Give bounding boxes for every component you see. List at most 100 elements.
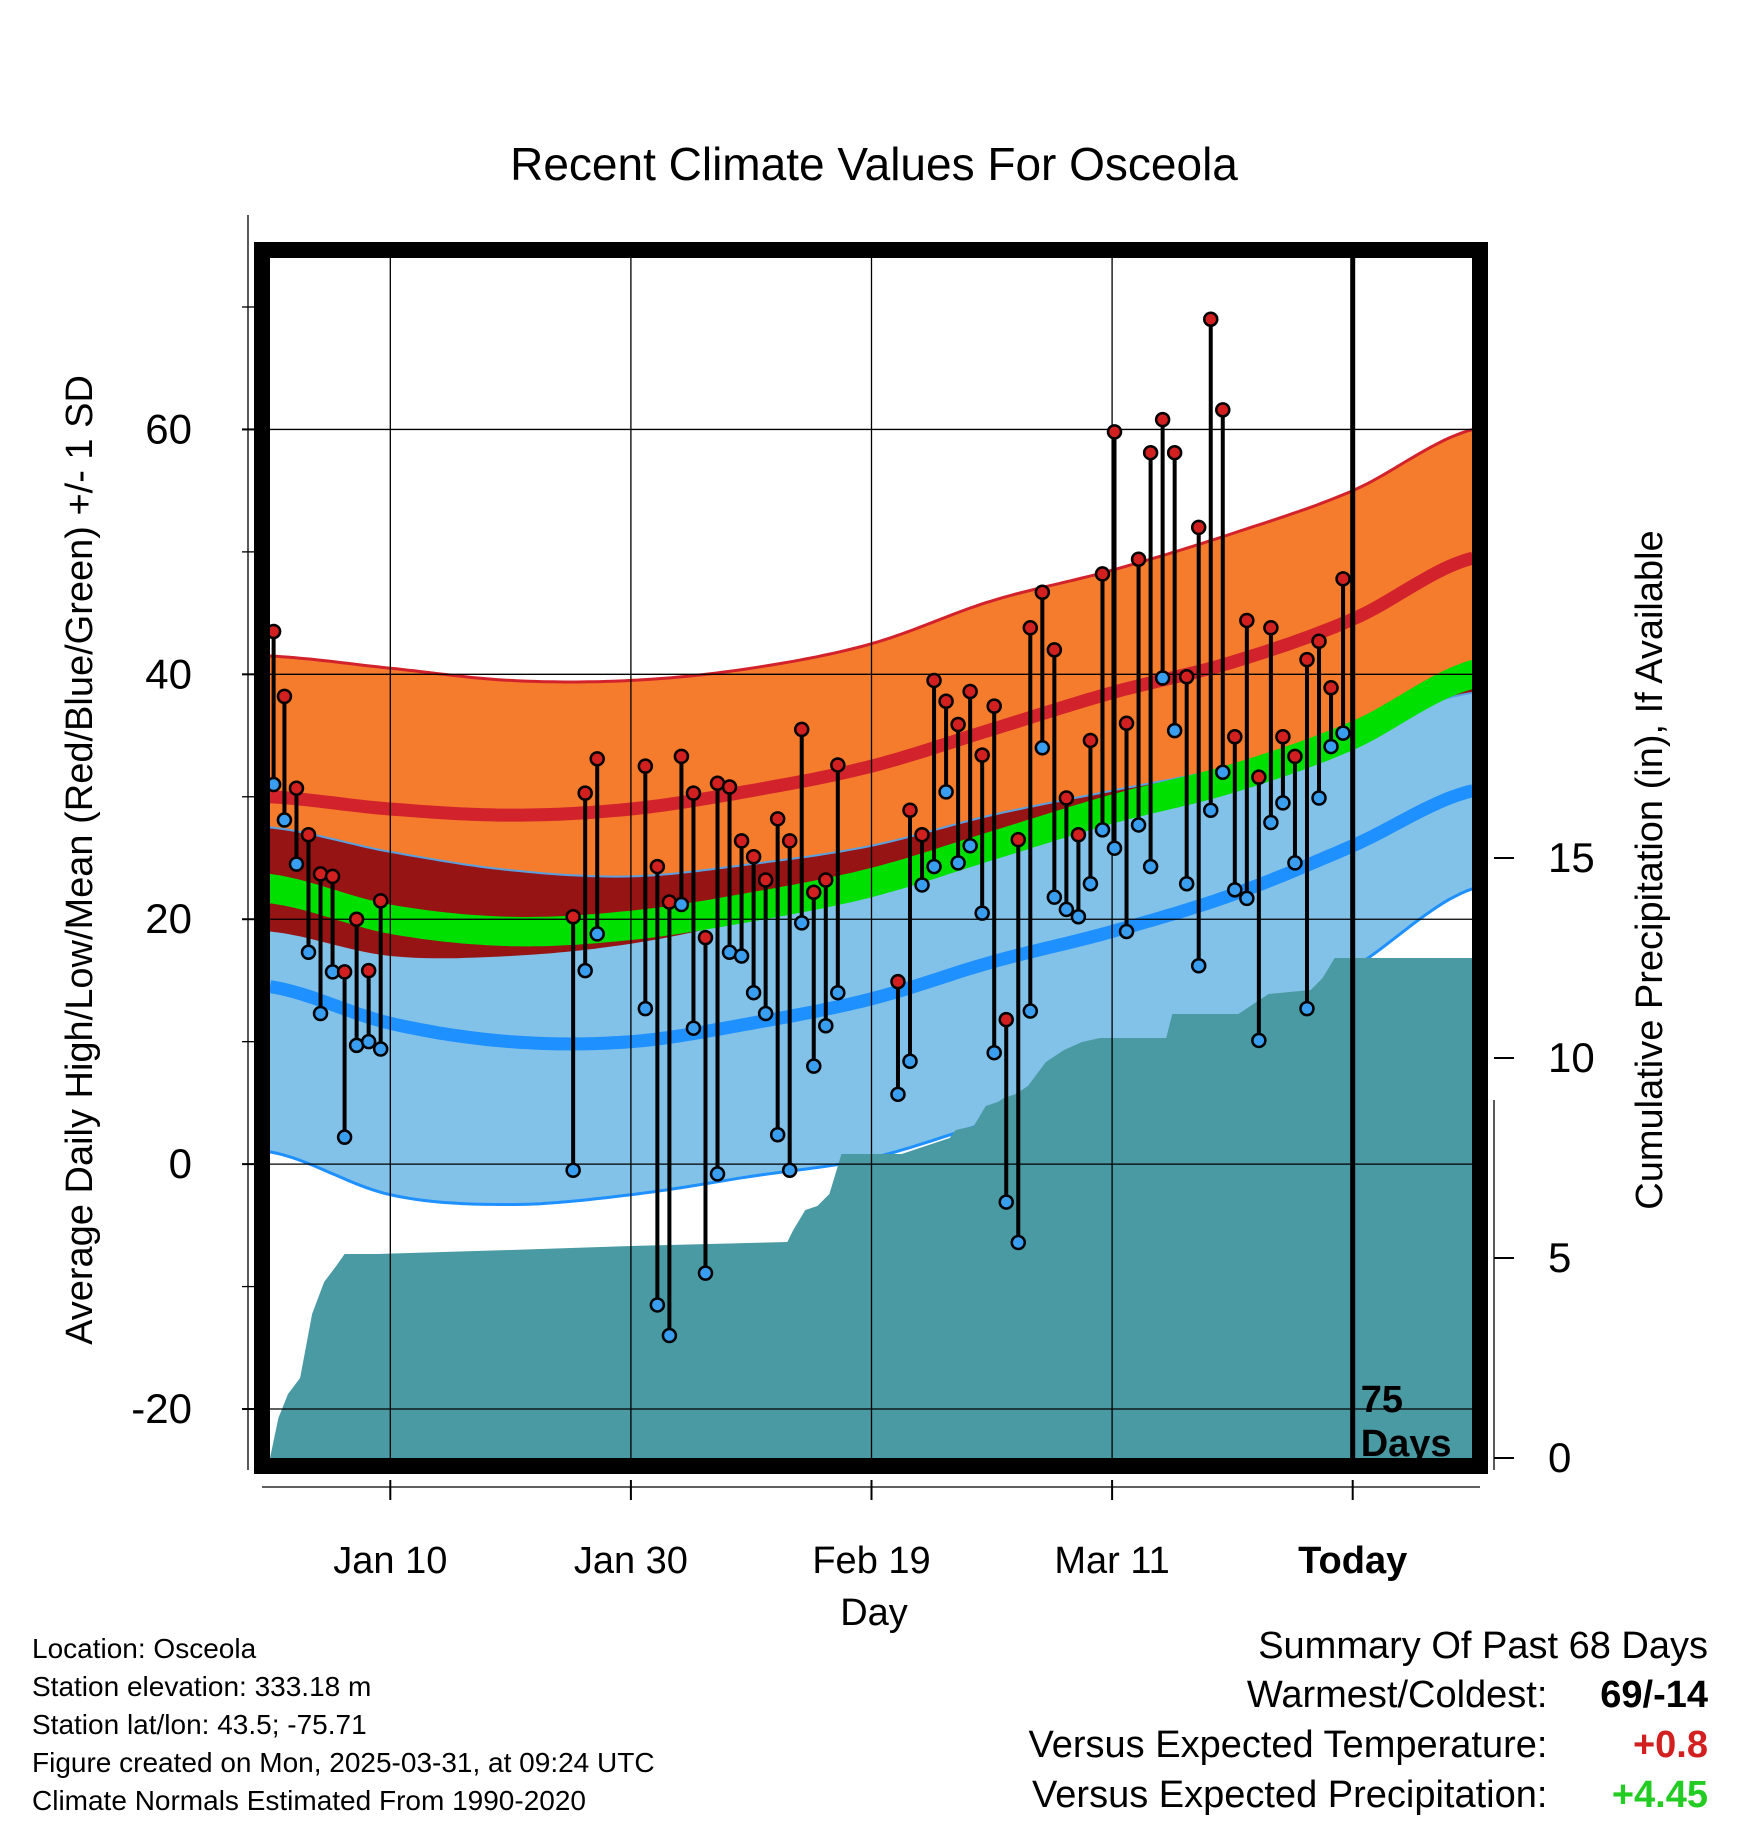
daily-low-point (962, 838, 978, 854)
x-tick-label: Jan 10 (333, 1540, 447, 1582)
daily-low-point (998, 1194, 1014, 1210)
daily-high-point (649, 858, 666, 875)
daily-low-point (1034, 740, 1051, 756)
precip-row: Versus Expected Precipitation: +4.45 (1029, 1770, 1708, 1820)
x-tick-label: Feb 19 (812, 1540, 930, 1582)
daily-high-point (721, 779, 738, 795)
daily-high-point (830, 757, 846, 773)
daily-low-point (673, 896, 690, 913)
daily-low-point (830, 984, 846, 1001)
summary-heading: Summary Of Past 68 Days (1258, 1625, 1708, 1667)
daily-low-point (312, 1005, 329, 1022)
x-axis-label: Day (840, 1592, 908, 1634)
daily-high-point (589, 751, 605, 767)
daily-low-point (288, 856, 305, 872)
daily-high-point (757, 872, 774, 888)
daily-high-point (1215, 402, 1231, 418)
daily-low-point (1215, 764, 1231, 781)
daily-low-point (1227, 882, 1243, 898)
daily-low-point (926, 858, 942, 875)
daily-low-point (685, 1020, 702, 1036)
daily-high-point (1311, 633, 1327, 650)
temp-row: Versus Expected Temperature: +0.8 (1029, 1720, 1708, 1770)
daily-low-point (818, 1018, 834, 1034)
daily-high-point (1034, 584, 1051, 601)
daily-high-point (733, 833, 750, 849)
daily-low-point (1154, 670, 1171, 686)
daily-high-point (1058, 790, 1075, 806)
daily-low-point (1299, 1000, 1315, 1017)
daily-low-point (1142, 858, 1159, 875)
daily-high-point (1106, 424, 1123, 440)
daily-high-point (806, 884, 822, 901)
daily-high-point (673, 748, 690, 765)
precip-label: Versus Expected Precipitation: (1032, 1774, 1548, 1816)
daily-low-point (1118, 923, 1135, 940)
precip-value: +4.45 (1611, 1774, 1708, 1816)
daily-low-point (745, 984, 762, 1001)
daily-low-point (1130, 817, 1147, 833)
daily-high-point (637, 758, 654, 774)
daily-high-point (1275, 729, 1291, 745)
daily-high-point (577, 785, 593, 801)
daily-low-point (1202, 802, 1219, 818)
daily-high-point (276, 688, 293, 705)
y-tick-label-left: 0 (169, 1140, 192, 1187)
daily-low-point (1263, 814, 1279, 831)
daily-high-point (1335, 571, 1351, 587)
daily-high-point (793, 721, 810, 738)
daily-low-point (986, 1044, 1002, 1061)
x-tick-label: Jan 30 (574, 1540, 688, 1582)
daily-high-point (890, 973, 906, 990)
y-tick-label-left: -20 (131, 1385, 192, 1432)
daily-low-point (781, 1162, 798, 1178)
chart-title: Recent Climate Values For Osceola (510, 138, 1238, 190)
x-tick-label: Mar 11 (1054, 1540, 1169, 1582)
daily-low-point (697, 1265, 714, 1281)
daily-high-point (1239, 612, 1255, 629)
daily-high-point (914, 826, 930, 843)
daily-high-point (1094, 566, 1111, 582)
daily-high-point (745, 849, 762, 865)
daily-low-point (709, 1166, 726, 1182)
daily-high-point (1118, 715, 1135, 732)
location-text: Location: Osceola (32, 1633, 257, 1664)
daily-high-point (1299, 651, 1315, 668)
daily-low-point (890, 1086, 906, 1103)
temp-label: Versus Expected Temperature: (1028, 1724, 1548, 1766)
daily-high-point (697, 929, 714, 946)
daily-low-point (1311, 790, 1327, 806)
daily-high-point (1010, 831, 1027, 848)
daily-high-point (998, 1011, 1014, 1028)
daily-low-point (902, 1053, 918, 1070)
daily-low-point (1094, 822, 1111, 838)
daily-high-point (565, 909, 581, 925)
daily-low-point (661, 1327, 678, 1344)
daily-low-point (1070, 909, 1087, 925)
daily-low-point (950, 855, 966, 871)
overlap-band (270, 686, 1473, 959)
daily-low-point (372, 1041, 389, 1057)
daily-high-point (300, 826, 317, 843)
daily-high-point (360, 962, 377, 979)
daily-high-point (685, 785, 702, 801)
y-tick-label-right: 15 (1548, 834, 1595, 881)
daily-low-point (1046, 889, 1063, 905)
daily-high-point (312, 866, 329, 882)
daily-low-point (1239, 890, 1255, 907)
daily-high-point (1130, 551, 1147, 567)
daily-high-point (324, 868, 341, 885)
normals-text: Climate Normals Estimated From 1990-2020 (32, 1785, 586, 1816)
daily-low-point (938, 784, 954, 800)
y-axis-label-right: Cumulative Precipitation (in), If Availa… (1629, 530, 1671, 1209)
y-tick-label-left: 20 (145, 895, 192, 942)
daily-low-point (757, 1005, 774, 1022)
daily-high-point (781, 833, 798, 849)
daily-high-point (1142, 444, 1159, 461)
daily-high-point (962, 683, 978, 700)
daily-low-point (637, 1000, 654, 1017)
daily-low-point (914, 877, 930, 893)
daily-low-point (1010, 1234, 1027, 1251)
daily-high-point (1022, 620, 1039, 636)
daily-low-point (1058, 901, 1075, 918)
